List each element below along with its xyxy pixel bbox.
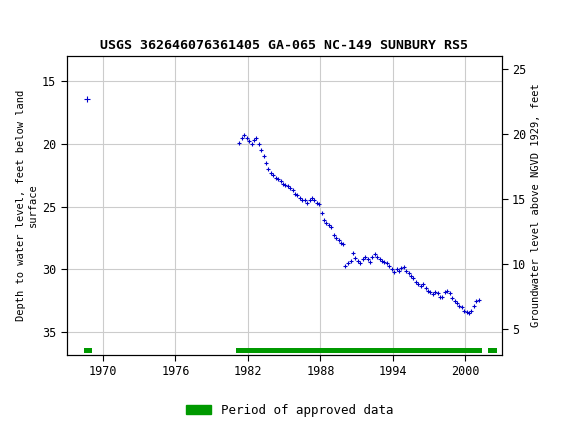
- Bar: [236, 348, 483, 353]
- Text: ≡USGS: ≡USGS: [9, 12, 90, 33]
- Bar: [84, 348, 92, 353]
- Bar: [488, 348, 497, 353]
- Legend: Period of approved data: Period of approved data: [181, 399, 399, 421]
- Y-axis label: Groundwater level above NGVD 1929, feet: Groundwater level above NGVD 1929, feet: [531, 83, 541, 327]
- Y-axis label: Depth to water level, feet below land
surface: Depth to water level, feet below land su…: [16, 90, 38, 321]
- Title: USGS 362646076361405 GA-065 NC-149 SUNBURY RS5: USGS 362646076361405 GA-065 NC-149 SUNBU…: [100, 39, 468, 52]
